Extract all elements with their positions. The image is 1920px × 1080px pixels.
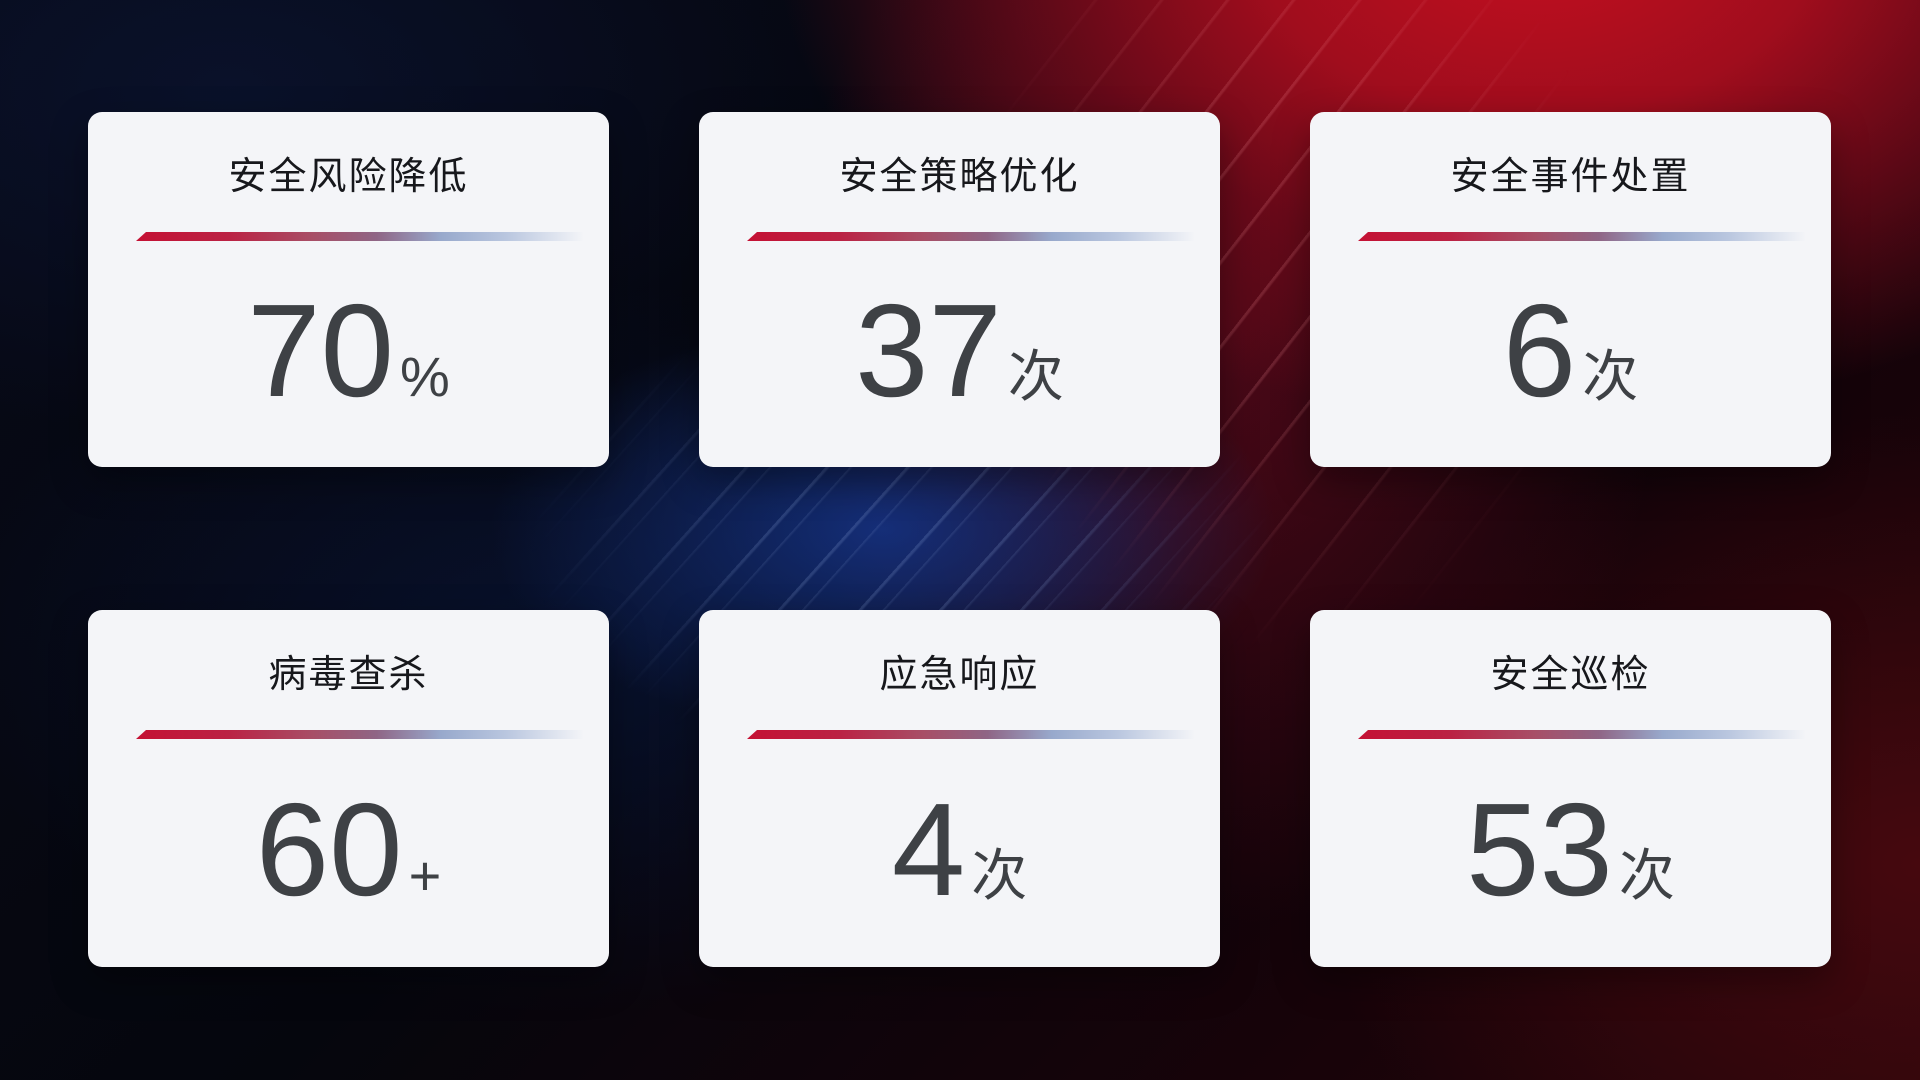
stat-card-incident-handling: 安全事件处置 6 次 [1310, 112, 1831, 467]
card-title: 安全策略优化 [839, 156, 1080, 198]
value-unit: % [400, 345, 450, 408]
value-row: 60 + [256, 784, 442, 916]
value-number: 6 [1502, 277, 1577, 424]
divider-line [1358, 730, 1820, 739]
card-title: 安全巡检 [1490, 654, 1651, 696]
card-title: 安全风险降低 [228, 156, 469, 198]
value-row: 6 次 [1503, 285, 1638, 417]
divider-line [136, 730, 598, 739]
value-unit: + [408, 844, 442, 907]
stat-card-virus-scan: 病毒查杀 60 + [88, 610, 609, 967]
divider-line [1358, 232, 1820, 241]
value-row: 70 % [247, 285, 450, 417]
divider-line [747, 730, 1209, 739]
value-number: 4 [891, 776, 966, 923]
stat-card-emergency-response: 应急响应 4 次 [699, 610, 1220, 967]
card-value: 37 次 [855, 235, 1064, 467]
stat-card-risk-reduction: 安全风险降低 70 % [88, 112, 609, 467]
card-title: 病毒查杀 [268, 654, 429, 696]
divider-line [747, 232, 1209, 241]
card-value: 4 次 [892, 733, 1027, 967]
card-value: 70 % [247, 235, 450, 467]
value-number: 37 [855, 277, 1002, 424]
value-row: 4 次 [892, 784, 1027, 916]
value-number: 70 [247, 277, 395, 424]
card-title: 安全事件处置 [1450, 156, 1691, 198]
value-unit: 次 [1007, 345, 1064, 408]
value-unit: 次 [1582, 345, 1639, 408]
stat-card-security-inspection: 安全巡检 53 次 [1310, 610, 1831, 967]
card-value: 60 + [256, 733, 442, 967]
card-title: 应急响应 [879, 654, 1040, 696]
card-value: 53 次 [1466, 733, 1675, 967]
divider-line [136, 232, 598, 241]
value-number: 53 [1466, 776, 1613, 923]
value-unit: 次 [1618, 844, 1675, 907]
value-row: 53 次 [1466, 784, 1675, 916]
value-row: 37 次 [855, 285, 1064, 417]
value-unit: 次 [971, 844, 1028, 907]
stat-card-policy-optimization: 安全策略优化 37 次 [699, 112, 1220, 467]
card-value: 6 次 [1503, 235, 1638, 467]
value-number: 60 [255, 776, 403, 923]
